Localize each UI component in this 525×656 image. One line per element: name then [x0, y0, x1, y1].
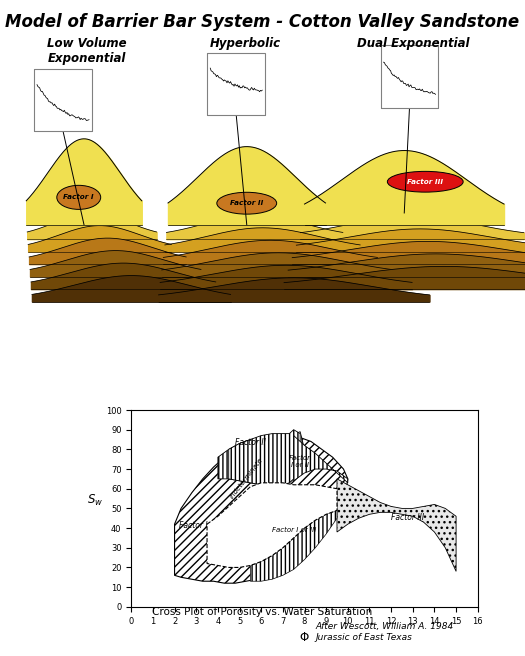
Text: Factor II: Factor II — [230, 200, 264, 206]
Text: Low Volume
Exponential: Low Volume Exponential — [47, 37, 127, 66]
Text: Factor I: Factor I — [179, 521, 207, 530]
Text: Factor II: Factor II — [235, 438, 266, 447]
Text: Hyperbolic: Hyperbolic — [210, 37, 281, 51]
Bar — [34, 69, 92, 131]
Text: Model of Barrier Bar System - Cotton Valley Sandstone: Model of Barrier Bar System - Cotton Val… — [5, 13, 519, 31]
Polygon shape — [229, 430, 300, 485]
Polygon shape — [207, 483, 337, 567]
Polygon shape — [250, 510, 337, 581]
Text: Factor
I or II: Factor I or II — [289, 455, 311, 468]
Text: Indeterminate: Indeterminate — [229, 457, 264, 500]
Polygon shape — [337, 479, 456, 571]
Ellipse shape — [387, 171, 463, 192]
Polygon shape — [293, 436, 348, 483]
Text: Factor I: Factor I — [64, 194, 94, 200]
Text: After Wescott, William A. 1984
Jurassic of East Texas: After Wescott, William A. 1984 Jurassic … — [315, 622, 453, 642]
Text: Cross Plot of Porosity vs. Water Saturation: Cross Plot of Porosity vs. Water Saturat… — [152, 607, 373, 617]
Ellipse shape — [217, 192, 277, 214]
Text: Factor I or III: Factor I or III — [272, 527, 317, 533]
Polygon shape — [218, 432, 304, 485]
Text: Factor III: Factor III — [391, 513, 424, 522]
Y-axis label: $S_w$: $S_w$ — [87, 493, 103, 508]
Bar — [207, 53, 265, 115]
Text: Dual Exponential: Dual Exponential — [357, 37, 469, 51]
Ellipse shape — [57, 186, 101, 209]
Polygon shape — [174, 436, 348, 583]
Text: Factor III: Factor III — [407, 178, 443, 185]
X-axis label: Φ: Φ — [300, 631, 309, 644]
Bar — [381, 45, 438, 108]
